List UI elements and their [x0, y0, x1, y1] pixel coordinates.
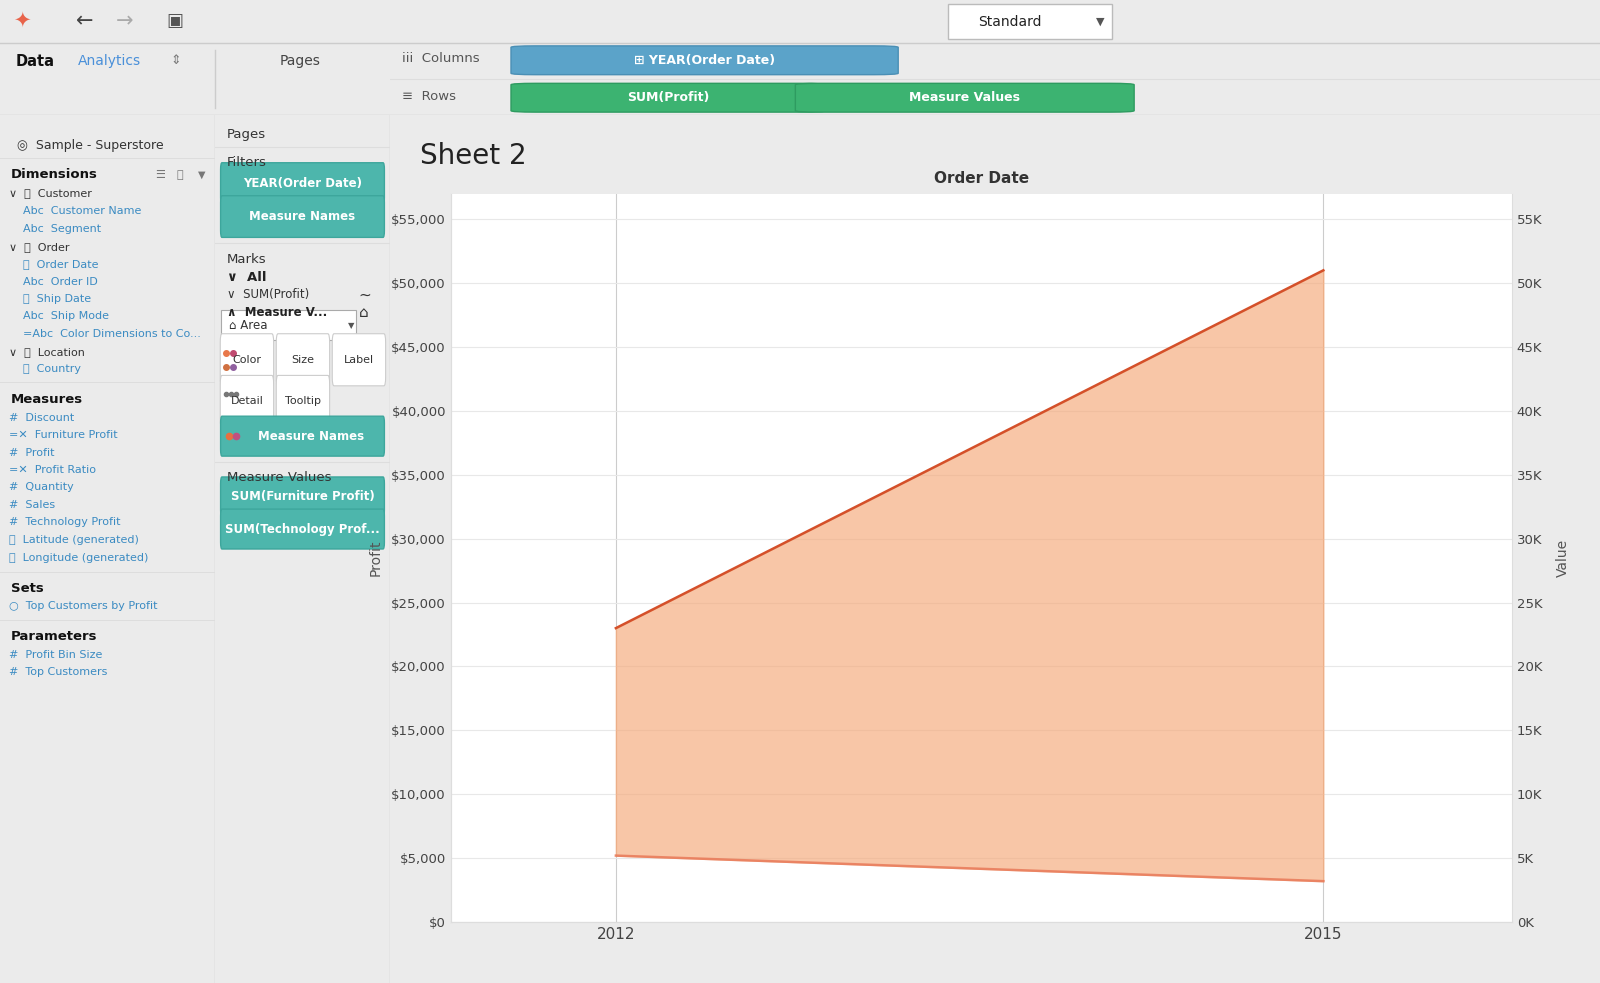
Text: ∨  All: ∨ All [227, 270, 267, 284]
Y-axis label: Profit: Profit [370, 540, 382, 576]
Text: 📅  Ship Date: 📅 Ship Date [8, 294, 91, 304]
Text: 🔍: 🔍 [176, 170, 182, 180]
Text: →: → [117, 12, 134, 31]
Text: Measure Names: Measure Names [250, 210, 355, 223]
Text: Dimensions: Dimensions [11, 168, 98, 182]
Text: Analytics: Analytics [78, 54, 141, 68]
Text: #  Profit: # Profit [8, 447, 54, 458]
Text: SUM(Profit): SUM(Profit) [627, 91, 709, 104]
Text: #  Technology Profit: # Technology Profit [8, 517, 120, 527]
Text: Label: Label [344, 355, 374, 365]
Text: ∨  📁  Customer: ∨ 📁 Customer [8, 188, 91, 199]
Text: ▼: ▼ [349, 320, 355, 329]
Text: ←: ← [77, 12, 94, 31]
FancyBboxPatch shape [333, 334, 386, 385]
FancyBboxPatch shape [510, 84, 826, 112]
Text: 🌐  Longitude (generated): 🌐 Longitude (generated) [8, 552, 147, 562]
Text: Marks: Marks [227, 253, 267, 265]
Text: 📅  Order Date: 📅 Order Date [8, 260, 98, 269]
Text: ⌂: ⌂ [358, 305, 368, 319]
Text: Size: Size [291, 355, 315, 365]
Text: =✕  Profit Ratio: =✕ Profit Ratio [8, 465, 96, 475]
Text: Measure Values: Measure Values [909, 91, 1021, 104]
Text: SUM(Technology Prof...: SUM(Technology Prof... [226, 523, 379, 536]
FancyBboxPatch shape [510, 46, 898, 75]
Text: Abc  Order ID: Abc Order ID [8, 276, 98, 287]
Text: #  Quantity: # Quantity [8, 483, 74, 492]
Text: 🌐  Country: 🌐 Country [8, 365, 80, 375]
Text: Data: Data [16, 53, 54, 69]
Text: #  Top Customers: # Top Customers [8, 667, 107, 677]
Text: iii  Columns: iii Columns [402, 52, 480, 65]
Text: Sheet 2: Sheet 2 [421, 143, 526, 170]
Text: =✕  Furniture Profit: =✕ Furniture Profit [8, 431, 117, 440]
Text: Pages: Pages [227, 128, 266, 141]
Text: ∨  🌐  Location: ∨ 🌐 Location [8, 347, 85, 357]
FancyBboxPatch shape [221, 477, 384, 517]
Text: ∨  SUM(Profit): ∨ SUM(Profit) [227, 288, 309, 301]
FancyBboxPatch shape [277, 376, 330, 428]
Text: Filters: Filters [227, 156, 267, 169]
Text: ◎  Sample - Superstore: ◎ Sample - Superstore [18, 139, 163, 152]
FancyBboxPatch shape [795, 84, 1134, 112]
Text: Parameters: Parameters [11, 630, 98, 643]
Text: YEAR(Order Date): YEAR(Order Date) [243, 177, 362, 190]
Text: ▼: ▼ [1096, 17, 1104, 27]
Text: Abc  Customer Name: Abc Customer Name [8, 206, 141, 216]
FancyBboxPatch shape [221, 509, 384, 549]
Text: Measures: Measures [11, 393, 83, 406]
Text: ☰: ☰ [155, 170, 165, 180]
Text: ⇕: ⇕ [170, 54, 181, 68]
Text: ∨  📁  Order: ∨ 📁 Order [8, 242, 69, 252]
Text: Abc  Ship Mode: Abc Ship Mode [8, 312, 109, 321]
Text: ○  Top Customers by Profit: ○ Top Customers by Profit [8, 602, 157, 611]
Text: ▼: ▼ [198, 170, 205, 180]
Text: Abc  Segment: Abc Segment [8, 224, 101, 234]
FancyBboxPatch shape [221, 196, 384, 237]
FancyBboxPatch shape [221, 376, 274, 428]
Text: ▣: ▣ [166, 13, 184, 30]
Y-axis label: Value: Value [1557, 539, 1570, 577]
Text: Standard: Standard [978, 15, 1042, 29]
Text: SUM(Furniture Profit): SUM(Furniture Profit) [230, 491, 374, 503]
Title: Order Date: Order Date [934, 170, 1029, 186]
Text: =Abc  Color Dimensions to Co...: =Abc Color Dimensions to Co... [8, 328, 200, 339]
FancyBboxPatch shape [221, 311, 355, 340]
Text: Measure Values: Measure Values [227, 471, 331, 485]
Text: ∼: ∼ [358, 287, 371, 302]
FancyBboxPatch shape [221, 334, 274, 385]
FancyBboxPatch shape [221, 416, 384, 456]
Text: ✦: ✦ [13, 12, 30, 31]
Text: ≡  Rows: ≡ Rows [402, 90, 456, 103]
Text: Measure Names: Measure Names [258, 430, 365, 442]
Text: ⌂ Area: ⌂ Area [229, 318, 267, 331]
Text: #  Profit Bin Size: # Profit Bin Size [8, 650, 102, 660]
FancyBboxPatch shape [947, 4, 1112, 38]
Text: Tooltip: Tooltip [285, 396, 322, 406]
Text: #  Sales: # Sales [8, 499, 54, 510]
Text: Sets: Sets [11, 582, 43, 595]
Text: ∧  Measure V...: ∧ Measure V... [227, 306, 328, 318]
Text: 🌐  Latitude (generated): 🌐 Latitude (generated) [8, 536, 139, 546]
Text: ⊞ YEAR(Order Date): ⊞ YEAR(Order Date) [634, 54, 774, 67]
Text: #  Discount: # Discount [8, 413, 74, 423]
FancyBboxPatch shape [221, 163, 384, 204]
Text: Pages: Pages [280, 54, 320, 68]
Text: Color: Color [232, 355, 261, 365]
FancyBboxPatch shape [277, 334, 330, 385]
Text: Detail: Detail [230, 396, 264, 406]
